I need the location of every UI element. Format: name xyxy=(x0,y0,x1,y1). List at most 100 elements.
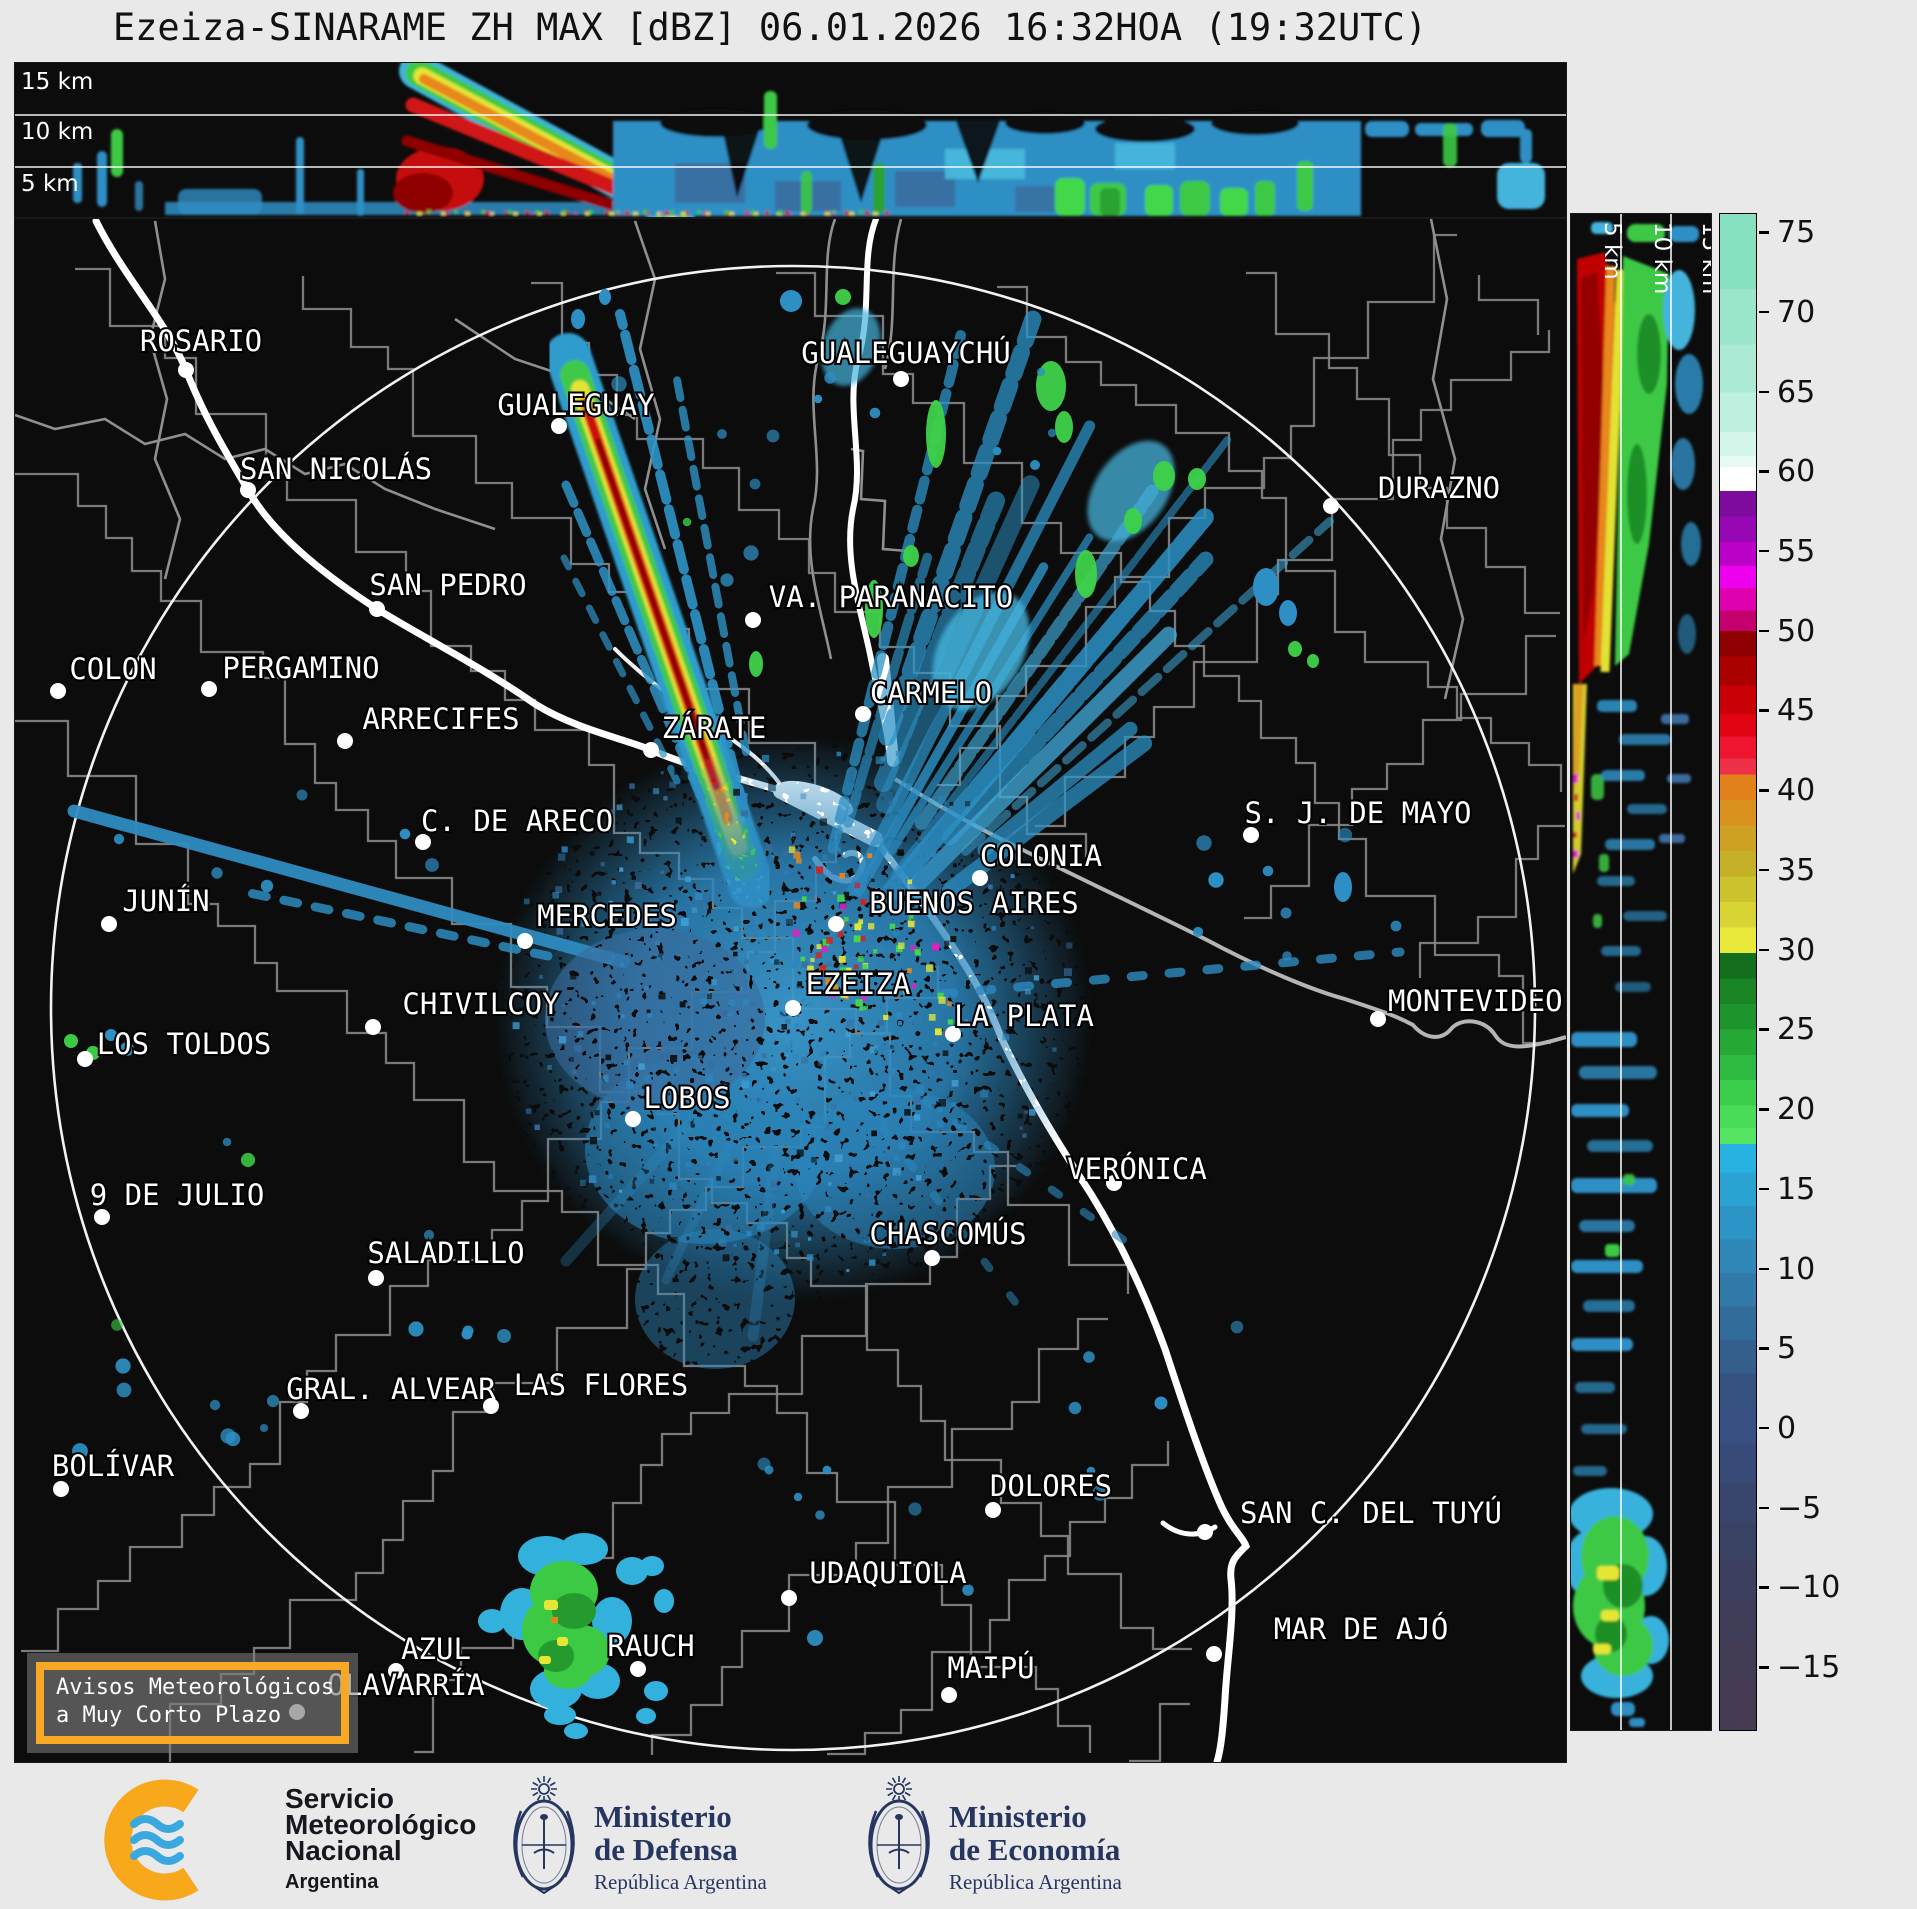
city-dot xyxy=(201,681,217,697)
colorbar-tick-label: 0 xyxy=(1777,1411,1797,1447)
colorbar-tick-label: 20 xyxy=(1777,1092,1816,1128)
city-dot xyxy=(785,1000,801,1016)
radar-map: ROSARIO GUALEGUAYCHÚ GUALEGUAY SAN NICOLÁS D… xyxy=(15,219,1566,1762)
smn-country: Argentina xyxy=(285,1871,379,1893)
colorbar-tick-label: 35 xyxy=(1777,852,1816,888)
city-label: MERCEDES xyxy=(537,899,677,933)
city-dot xyxy=(1323,498,1339,514)
city-dot xyxy=(101,916,117,932)
city-dot xyxy=(1106,1175,1122,1191)
ministry-economia: Ministerio de Economía República Argenti… xyxy=(949,1800,1122,1895)
city-dot xyxy=(625,1111,641,1127)
smn-line3: Nacional xyxy=(285,1835,402,1866)
colorbar-tick-label: 60 xyxy=(1777,454,1816,490)
city-dot xyxy=(50,683,66,699)
right-height-labels: 5 km 10 km 15 km xyxy=(1599,222,1711,294)
city-label: ZÁRATE xyxy=(662,711,767,745)
top-cross-section-panel: 15 km 10 km 5 km xyxy=(14,62,1567,218)
city-dot xyxy=(1206,1646,1222,1662)
city-label: AZUL xyxy=(401,1632,471,1666)
city-labels: ROSARIO GUALEGUAYCHÚ GUALEGUAY SAN NICOLÁS D… xyxy=(50,322,1565,1720)
colorbar-tick-label: −15 xyxy=(1777,1650,1841,1686)
city-dot xyxy=(368,1270,384,1286)
city-dot xyxy=(924,1250,940,1266)
warning-badge-line1: Avisos Meteorológicos xyxy=(56,1675,335,1700)
city-label: SAN C. DEL TUYÚ xyxy=(1240,1496,1502,1530)
city-label: CHASCOMÚS xyxy=(869,1217,1026,1251)
city-dot xyxy=(240,482,256,498)
city-dot xyxy=(415,834,431,850)
economia-coat-of-arms xyxy=(868,1776,930,1895)
right-height-label: 5 km xyxy=(1599,222,1625,280)
city-label: BOLÍVAR xyxy=(52,1449,175,1483)
city-label: BUENOS AIRES xyxy=(869,886,1079,920)
city-label: DURAZNO xyxy=(1378,471,1500,505)
colorbar-tick-label: 55 xyxy=(1777,534,1816,570)
smn-logo-crescent xyxy=(104,1779,199,1901)
city-dot xyxy=(365,1019,381,1035)
colorbar-tick-label: 25 xyxy=(1777,1012,1816,1048)
city-dot xyxy=(517,933,533,949)
colorbar-tick-label: 45 xyxy=(1777,693,1816,729)
city-label: LA PLATA xyxy=(954,999,1094,1033)
top-height-label: 5 km xyxy=(21,171,79,197)
colorbar-tick-label: 70 xyxy=(1777,294,1816,330)
azul-storm-cell xyxy=(478,1533,674,1739)
city-dot xyxy=(630,1661,646,1677)
city-label: GUALEGUAY xyxy=(497,388,654,422)
city-dot xyxy=(941,1687,957,1703)
colorbar-tick-label: 5 xyxy=(1777,1331,1797,1367)
city-dot xyxy=(1197,1524,1213,1540)
city-dot xyxy=(985,1502,1001,1518)
colorbar-tick-label: 50 xyxy=(1777,613,1816,649)
city-label: 9 DE JULIO xyxy=(90,1178,265,1212)
city-dot xyxy=(53,1481,69,1497)
colorbar-tick-label: 75 xyxy=(1777,215,1816,251)
right-cross-section-panel: 5 km 10 km 15 km xyxy=(1570,213,1712,1731)
city-label: MONTEVIDEO xyxy=(1388,984,1563,1018)
defensa-line2: de Defensa xyxy=(594,1832,738,1867)
smn-line2: Meteorológico xyxy=(285,1809,477,1840)
city-label: UDAQUIOLA xyxy=(809,1556,966,1590)
city-label: SAN PEDRO xyxy=(369,568,526,602)
city-dot xyxy=(293,1403,309,1419)
colorbar-tick-label: 10 xyxy=(1777,1251,1816,1287)
warning-badge-border: Avisos Meteorológicos a Muy Corto Plazo xyxy=(36,1662,349,1744)
ministry-defensa: Ministerio de Defensa República Argentin… xyxy=(594,1800,767,1895)
colorbar-tick-label: 65 xyxy=(1777,374,1816,410)
smn-logo xyxy=(104,1779,199,1901)
colorbar-tick-label: −5 xyxy=(1777,1490,1822,1526)
economia-sub: República Argentina xyxy=(949,1870,1122,1894)
city-label: COLON xyxy=(69,652,156,686)
city-label: SAN NICOLÁS xyxy=(240,452,432,486)
city-dot xyxy=(77,1051,93,1067)
city-label: JUNÍN xyxy=(122,884,209,918)
city-label: ARRECIFES xyxy=(362,702,519,736)
city-dot xyxy=(893,371,909,387)
smn-wordmark: Servicio Meteorológico Nacional Argentin… xyxy=(285,1785,477,1894)
city-label: CHIVILCOY xyxy=(402,987,559,1021)
city-label: PERGAMINO xyxy=(222,651,379,685)
city-dot xyxy=(643,742,659,758)
city-label: VERÓNICA xyxy=(1067,1152,1207,1186)
radar-map-panel: ROSARIO GUALEGUAYCHÚ GUALEGUAY SAN NICOLÁS D… xyxy=(14,218,1567,1763)
city-label: LOBOS xyxy=(643,1081,730,1115)
smn-logo-waves xyxy=(130,1815,184,1865)
city-label: ROSARIO xyxy=(140,324,262,358)
defensa-coat-of-arms xyxy=(513,1776,575,1895)
top-cross-section: 15 km 10 km 5 km xyxy=(15,63,1566,217)
city-dot xyxy=(1243,827,1259,843)
city-dot xyxy=(855,706,871,722)
city-dot xyxy=(94,1209,110,1225)
warning-badge-line2: a Muy Corto Plazo xyxy=(56,1703,282,1728)
city-label: COLONIA xyxy=(980,839,1102,873)
economia-line1: Ministerio xyxy=(949,1799,1087,1834)
center-echo-mass xyxy=(493,734,1093,1369)
city-dot xyxy=(745,612,761,628)
defensa-sub: República Argentina xyxy=(594,1870,767,1894)
city-label: GUALEGUAYCHÚ xyxy=(801,336,1011,370)
city-dot xyxy=(1370,1011,1386,1027)
top-echoes xyxy=(73,63,1545,217)
top-height-label: 15 km xyxy=(21,69,93,95)
